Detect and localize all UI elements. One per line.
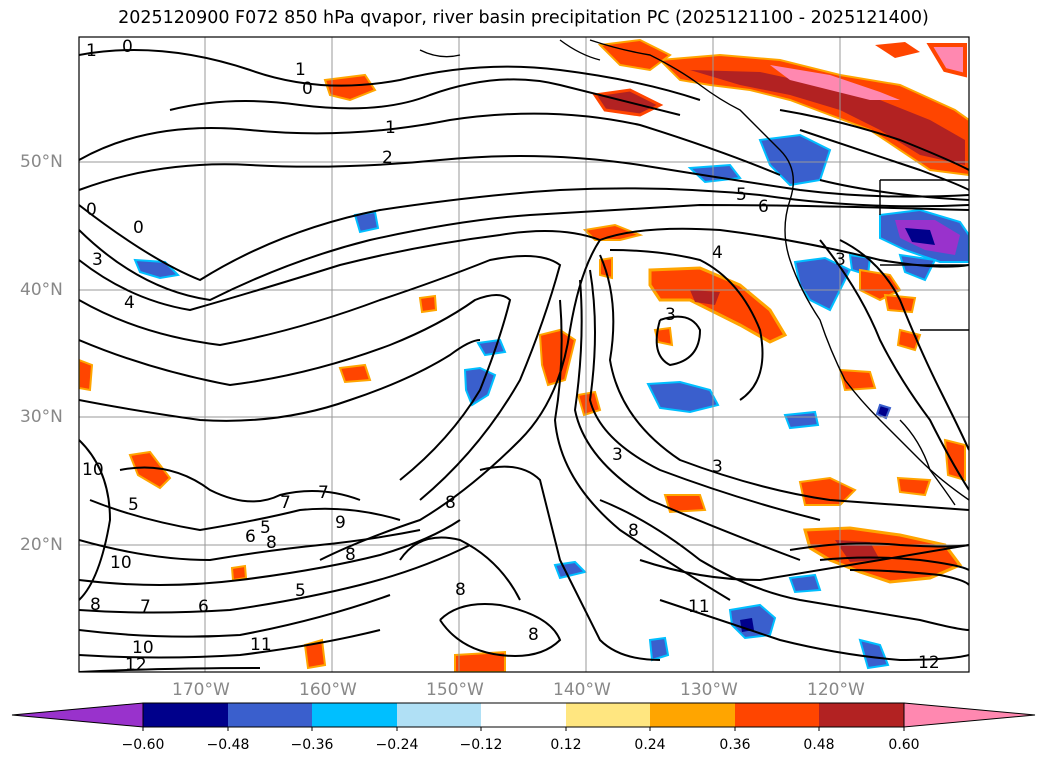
lon-label-140w: 140°W	[553, 680, 611, 700]
contour-label: 8	[455, 580, 466, 600]
contour-label: 0	[302, 79, 313, 99]
contour-label: 1	[86, 41, 97, 61]
contour-label: 7	[140, 597, 151, 617]
contour-label: 8	[628, 521, 639, 541]
lat-label-40n: 40°N	[20, 280, 63, 300]
colorbar-label: −0.24	[375, 737, 419, 753]
contour-label: 0	[122, 37, 133, 57]
contour-label: 10	[110, 553, 132, 573]
lon-label-120w: 120°W	[807, 680, 865, 700]
colorbar-label: −0.60	[121, 737, 165, 753]
contour-label: 5	[295, 581, 306, 601]
contour-label: 0	[86, 200, 97, 220]
contour-label: 7	[318, 483, 329, 503]
contour-label: 7	[280, 493, 291, 513]
precipitation-shading	[79, 38, 969, 672]
lat-label-20n: 20°N	[20, 535, 63, 555]
contour-label: 9	[335, 513, 346, 533]
contour-label: 8	[528, 625, 539, 645]
contour-label: 6	[758, 197, 769, 217]
contour-label: 8	[90, 595, 101, 615]
contour-label: 12	[125, 655, 147, 675]
lon-label-170w: 170°W	[172, 680, 230, 700]
contour-label: 8	[445, 493, 456, 513]
colorbar-label: 0.48	[803, 737, 835, 753]
contour-label: 11	[250, 635, 272, 655]
contour-label: 10	[132, 638, 154, 658]
colorbar-label: −0.48	[206, 737, 250, 753]
contour-label: 1	[295, 60, 306, 80]
colorbar-label: 0.12	[550, 737, 582, 753]
contour-label: 8	[345, 545, 356, 565]
contour-label: 4	[124, 293, 135, 313]
contour-label: 5	[736, 185, 747, 205]
contour-label: 3	[665, 305, 676, 325]
map-background	[79, 37, 969, 672]
contour-label: 8	[266, 533, 277, 553]
contour-label: 2	[382, 148, 393, 168]
contour-label: 11	[688, 597, 710, 617]
colorbar	[11, 702, 1036, 731]
map-frame	[78, 36, 970, 673]
lon-label-160w: 160°W	[299, 680, 357, 700]
contour-labels: 1 0 1 0 1 2 0 0 3 4 3 10 5 7 7 5 6 8 8 1…	[82, 37, 940, 675]
contour-label: 5	[128, 495, 139, 515]
colorbar-label: −0.36	[290, 737, 334, 753]
contour-label: 6	[245, 527, 256, 547]
qvapor-contours	[79, 49, 969, 672]
colorbar-label: 0.24	[634, 737, 666, 753]
contour-label: 6	[198, 597, 209, 617]
lat-label-30n: 30°N	[20, 407, 63, 427]
contour-label: 3	[712, 457, 723, 477]
coastline	[419, 39, 969, 506]
contour-label: 1	[385, 118, 396, 138]
lat-label-50n: 50°N	[20, 152, 63, 172]
lon-label-150w: 150°W	[426, 680, 484, 700]
contour-label: 12	[918, 653, 940, 673]
contour-label: 10	[82, 460, 104, 480]
contour-label: 0	[133, 218, 144, 238]
contour-label: 3	[92, 250, 103, 270]
contour-label: 3	[835, 250, 846, 270]
colorbar-label: 0.60	[888, 737, 920, 753]
contour-label: 5	[260, 518, 271, 538]
lon-label-130w: 130°W	[680, 680, 738, 700]
colorbar-label: −0.12	[459, 737, 503, 753]
contour-label: 3	[612, 445, 623, 465]
contour-label: 4	[712, 243, 723, 263]
map-title: 2025120900 F072 850 hPa qvapor, river ba…	[118, 8, 929, 28]
colorbar-label: 0.36	[719, 737, 751, 753]
